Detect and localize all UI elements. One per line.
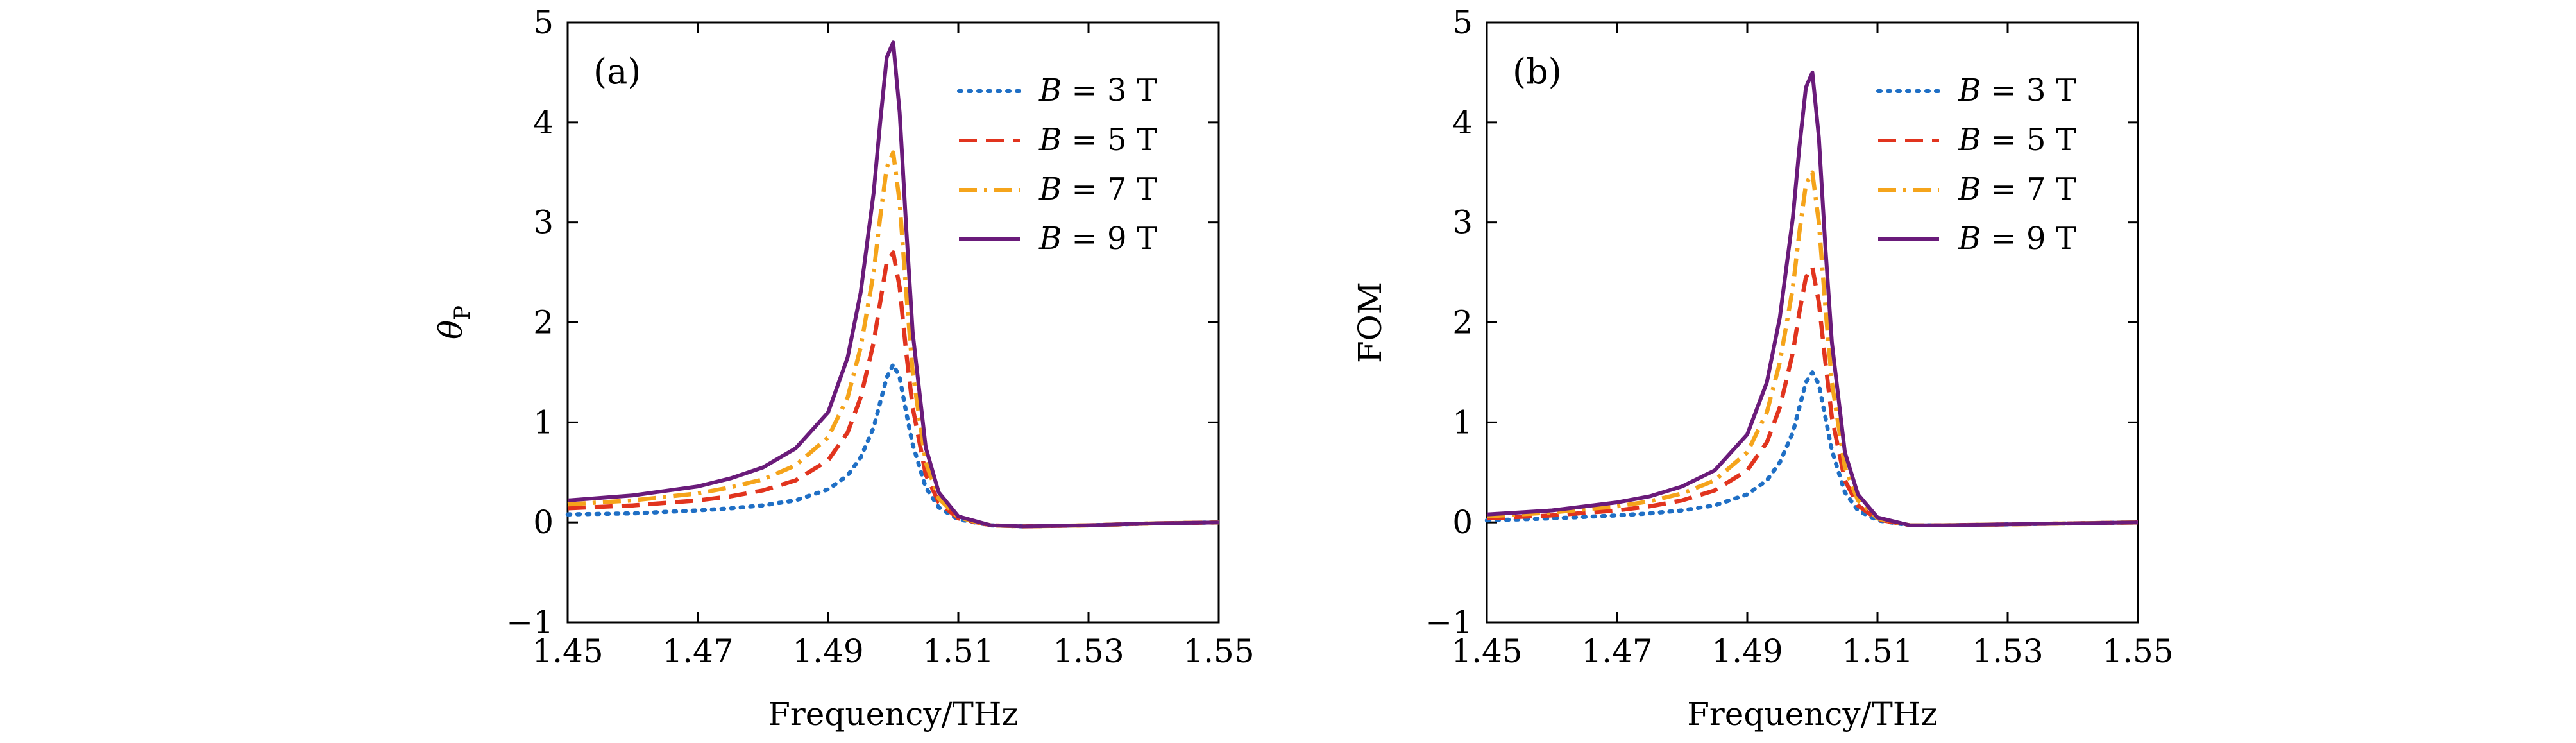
series-line xyxy=(1486,265,2139,528)
y-tick-label: 2 xyxy=(533,304,554,341)
legend-label: B = 5 T xyxy=(1958,122,2076,158)
series-line xyxy=(567,150,1219,529)
y-tick-label: 1 xyxy=(533,404,554,441)
y-axis-title-subscript: P xyxy=(450,305,475,320)
x-tick-label: 1.51 xyxy=(922,633,994,670)
x-tick-label: 1.47 xyxy=(1581,633,1652,670)
x-axis-title: Frequency/THz xyxy=(1687,696,1938,733)
x-tick-label: 1.55 xyxy=(1183,633,1254,670)
y-tick-label: 2 xyxy=(1452,304,1473,341)
y-axis-title: θP xyxy=(432,305,475,339)
panel-label: (b) xyxy=(1513,51,1562,92)
legend-label: B = 7 T xyxy=(1038,171,1157,207)
y-tick-label: 4 xyxy=(533,104,554,141)
panel-b: 1.45 1.47 1.49 1.51 1.53 1.55 −1 0 1 2 3 4 5 Frequenc… xyxy=(1352,4,2174,733)
y-tick-label: 5 xyxy=(1452,4,1473,41)
x-tick-label: 1.45 xyxy=(1451,633,1522,670)
y-axis-title: FOM xyxy=(1352,282,1389,363)
plot-frame xyxy=(1486,21,2139,624)
y-tick-label: 5 xyxy=(533,4,554,41)
y-tick-label: 1 xyxy=(1452,404,1473,441)
series-line xyxy=(567,40,1219,529)
x-tick-label: 1.53 xyxy=(1972,633,2043,670)
x-axis-title: Frequency/THz xyxy=(768,696,1019,733)
y-tick-label: 3 xyxy=(1452,204,1473,241)
x-tick-label: 1.49 xyxy=(1711,633,1783,670)
x-tick-label: 1.45 xyxy=(532,633,603,670)
legend-label: B = 3 T xyxy=(1038,73,1157,108)
x-tick-label: 1.55 xyxy=(2102,633,2173,670)
y-tick-label: 3 xyxy=(533,204,554,241)
y-tick-label: −1 xyxy=(506,604,554,641)
legend-label: B = 7 T xyxy=(1958,171,2076,207)
series-line xyxy=(567,250,1219,529)
y-tick-label: 4 xyxy=(1452,104,1473,141)
legend-label: B = 3 T xyxy=(1958,73,2076,108)
x-tick-label: 1.49 xyxy=(792,633,863,670)
x-tick-label: 1.53 xyxy=(1053,633,1124,670)
x-tick-label: 1.47 xyxy=(662,633,733,670)
plot-frame xyxy=(566,21,1220,624)
legend-label: B = 9 T xyxy=(1958,221,2076,257)
y-tick-label: 0 xyxy=(1452,504,1473,541)
legend-label: B = 5 T xyxy=(1038,122,1157,158)
panel-a: 1.45 1.47 1.49 1.51 1.53 1.55 −1 0 1 2 3 4 5 Frequenc… xyxy=(432,4,1255,733)
series-line xyxy=(1486,70,2139,527)
legend-label: B = 9 T xyxy=(1038,221,1157,257)
x-tick-label: 1.51 xyxy=(1842,633,1913,670)
series-line xyxy=(1484,370,2140,528)
y-tick-label: 0 xyxy=(533,504,554,541)
panel-label: (a) xyxy=(593,51,641,92)
y-tick-label: −1 xyxy=(1425,604,1473,641)
